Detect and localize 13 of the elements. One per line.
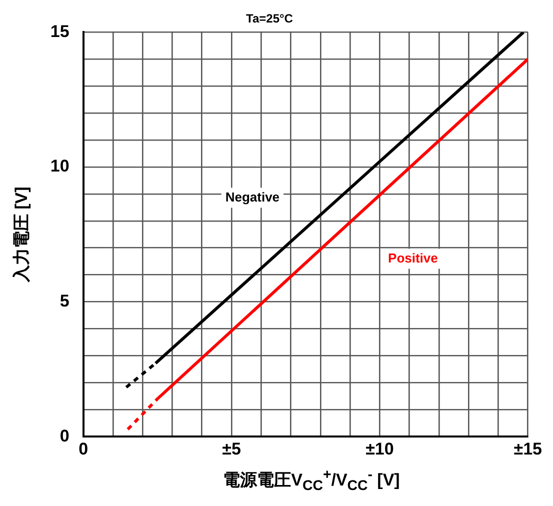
text: Positive [388, 250, 438, 266]
chart-title: Ta=25°C [246, 11, 294, 26]
y-tick-label: 15 [50, 22, 70, 41]
y-tick-label: 10 [50, 156, 70, 176]
text: Negative [225, 189, 280, 204]
x-axis-title: 電源電圧V$_{CC}$$^{+}$/V$_{CC}$$^{-}$ [V] [222, 467, 401, 494]
y-tick-label: 0 [60, 426, 70, 446]
x-tick-label: ±10 [366, 439, 394, 458]
x-tick-label: ±5 [222, 439, 241, 458]
x-tick-label: 0 [78, 439, 88, 458]
y-axis-title: 入力電圧 [V] [12, 186, 31, 284]
y-tick-label: 5 [60, 291, 70, 310]
x-tick-label: ±15 [514, 439, 542, 458]
